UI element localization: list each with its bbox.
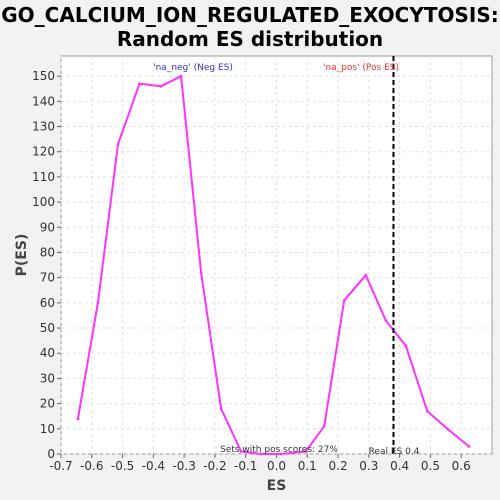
es-distribution-line: [76, 75, 470, 455]
y-tick-label: 110: [32, 170, 55, 184]
chart-title-line1: GO_CALCIUM_ION_REGULATED_EXOCYTOSIS:: [1, 3, 499, 27]
y-tick-label: 30: [40, 371, 55, 385]
y-tick-label: 20: [40, 397, 55, 411]
x-tick-label: 0.4: [390, 459, 409, 473]
y-axis-label: P(ES): [14, 234, 30, 277]
data-point: [304, 450, 308, 453]
data-point: [116, 142, 120, 146]
x-axis: -0.7 -0.6 -0.5 -0.4 -0.3 -0.2 -0.1 0.0 0.1 0.2 0.3…: [49, 454, 471, 473]
y-axis: 0 10 20 30 40 50 60 70 80 90 100 110 120 130 140 150: [32, 69, 61, 461]
y-tick-label: 70: [40, 271, 55, 285]
x-tick-label: 0.2: [329, 459, 348, 473]
x-tick-label: -0.4: [142, 459, 165, 473]
pos-scores-note: Sets with pos scores: 27%: [220, 445, 338, 455]
data-point: [259, 452, 263, 456]
y-tick-label: 10: [40, 422, 55, 436]
y-tick-label: 80: [40, 245, 55, 259]
y-tick-label: 40: [40, 346, 55, 360]
y-tick-label: 130: [32, 120, 55, 134]
data-point: [138, 82, 141, 86]
neg-es-label: 'na_neg' (Neg ES): [153, 63, 233, 73]
data-point: [179, 74, 183, 78]
x-tick-label: -0.6: [80, 459, 103, 473]
x-tick-label: -0.1: [234, 459, 257, 473]
data-point: [76, 417, 80, 421]
data-point: [384, 319, 388, 322]
data-point: [239, 450, 243, 453]
data-point: [425, 409, 429, 413]
data-point: [467, 445, 471, 448]
data-point: [279, 452, 283, 456]
data-point: [364, 273, 368, 277]
x-tick-label: -0.7: [49, 459, 72, 473]
x-tick-label: 0.1: [298, 459, 317, 473]
data-point: [199, 271, 203, 275]
y-tick-label: 150: [32, 69, 55, 83]
grid-lines: [60, 56, 492, 455]
y-tick-label: 50: [40, 321, 55, 335]
x-tick-label: -0.3: [172, 459, 195, 473]
x-tick-label: -0.5: [111, 459, 134, 473]
data-point: [96, 301, 100, 305]
series-group: [76, 74, 471, 456]
pos-es-label: 'na_pos' (Pos ES): [323, 63, 399, 73]
y-tick-label: 140: [32, 94, 55, 108]
data-point: [159, 84, 163, 88]
x-tick-label: 0.3: [359, 459, 378, 473]
x-tick-label: 0.0: [267, 459, 286, 473]
y-tick-label: 90: [40, 220, 55, 234]
y-tick-label: 100: [32, 195, 55, 209]
y-tick-label: 120: [32, 145, 55, 159]
x-axis-label: ES: [267, 478, 287, 494]
x-tick-label: 0.5: [421, 459, 440, 473]
data-point: [445, 427, 449, 431]
data-point: [342, 298, 346, 302]
chart-title-line2: Random ES distribution: [116, 27, 384, 51]
data-point: [404, 344, 408, 348]
x-tick-label: -0.2: [203, 459, 226, 473]
y-tick-label: 0: [47, 447, 55, 461]
y-tick-label: 60: [40, 296, 55, 310]
data-point: [219, 407, 223, 411]
real-es-label: Real ES 0.4: [369, 447, 420, 457]
x-tick-label: 0.6: [452, 459, 471, 473]
data-point: [322, 424, 326, 428]
